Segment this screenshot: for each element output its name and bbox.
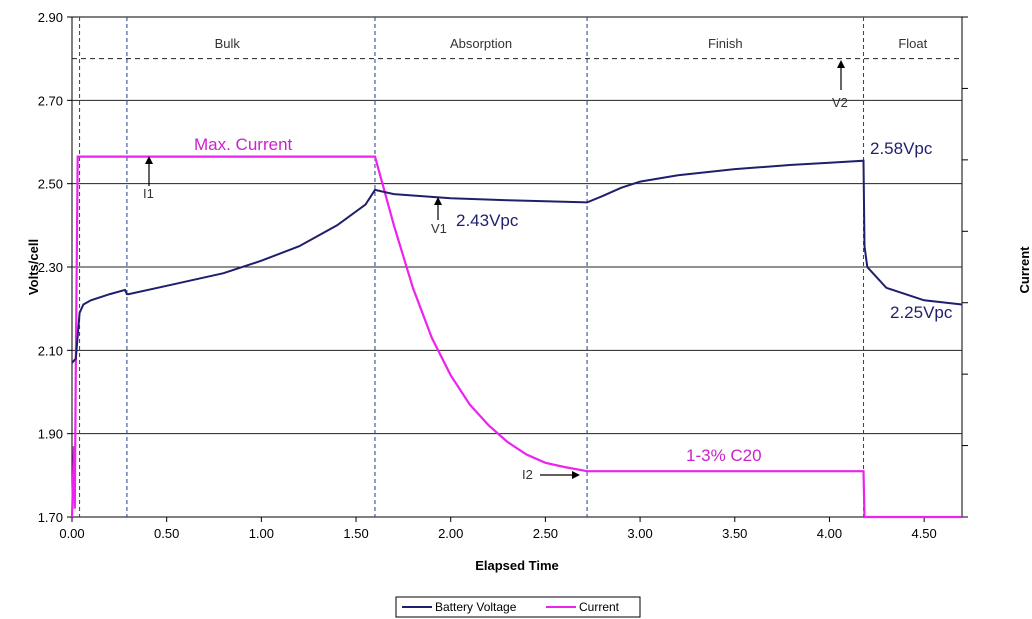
annotation-i1: I1 xyxy=(143,186,154,201)
y-tick-label: 1.90 xyxy=(38,427,63,442)
y-tick-label: 2.30 xyxy=(38,260,63,275)
legend-label-current: Current xyxy=(579,600,620,614)
y-tick-label: 2.70 xyxy=(38,93,63,108)
x-tick-label: 1.00 xyxy=(249,526,274,541)
phase-label: Float xyxy=(898,36,927,51)
annotation-finish-voltage: 2.58Vpc xyxy=(870,139,933,158)
x-axis-ticks: 0.00 0.50 1.00 1.50 2.00 2.50 3.00 3.50 4.00 4.50 xyxy=(59,517,937,541)
phase-dividers xyxy=(79,17,865,517)
y-tick-label: 1.70 xyxy=(38,510,63,525)
annotation-v1: V1 xyxy=(431,221,447,236)
x-tick-label: 2.00 xyxy=(438,526,463,541)
arrow-v1-head xyxy=(434,197,442,205)
annotation-float-voltage: 2.25Vpc xyxy=(890,303,953,322)
annotations: Max. Current I1 V1 2.43Vpc V2 2.58Vpc 2.… xyxy=(143,60,953,482)
x-tick-label: 1.50 xyxy=(343,526,368,541)
annotation-c20: 1-3% C20 xyxy=(686,446,762,465)
series-line-battery-voltage xyxy=(71,159,963,364)
phase-label: Absorption xyxy=(450,36,512,51)
y-tick-label: 2.90 xyxy=(38,10,63,25)
x-tick-label: 2.50 xyxy=(533,526,558,541)
y-tick-label: 2.10 xyxy=(38,343,63,358)
legend: Battery Voltage Current xyxy=(395,596,641,618)
annotation-max-current: Max. Current xyxy=(194,135,293,154)
x-tick-label: 0.00 xyxy=(59,526,84,541)
annotation-absorption-voltage: 2.43Vpc xyxy=(456,211,519,230)
arrow-v2-head xyxy=(837,60,845,68)
x-tick-label: 4.00 xyxy=(817,526,842,541)
y-axis-title: Volts/cell xyxy=(26,239,41,295)
horizontal-grid xyxy=(72,99,962,435)
secondary-axis-ticks xyxy=(962,16,968,518)
phase-labels: Bulk Absorption Finish Float xyxy=(215,36,928,51)
x-tick-label: 4.50 xyxy=(911,526,936,541)
secondary-axis-title: Current xyxy=(1017,246,1032,294)
x-tick-label: 3.00 xyxy=(627,526,652,541)
arrow-i1-head xyxy=(145,156,153,164)
arrow-i2-head xyxy=(572,471,580,479)
y-axis-ticks: 1.70 1.90 2.10 2.30 2.50 2.70 2.90 xyxy=(38,10,72,525)
annotation-v2: V2 xyxy=(832,95,848,110)
phase-label: Bulk xyxy=(215,36,241,51)
x-tick-label: 0.50 xyxy=(154,526,179,541)
x-tick-label: 3.50 xyxy=(722,526,747,541)
x-axis-title: Elapsed Time xyxy=(475,558,559,573)
legend-label-battery-voltage: Battery Voltage xyxy=(435,600,517,614)
legend-box xyxy=(395,596,641,618)
annotation-i2: I2 xyxy=(522,467,533,482)
series-line-current xyxy=(70,155,962,519)
phase-label: Finish xyxy=(708,36,743,51)
y-tick-label: 2.50 xyxy=(38,177,63,192)
